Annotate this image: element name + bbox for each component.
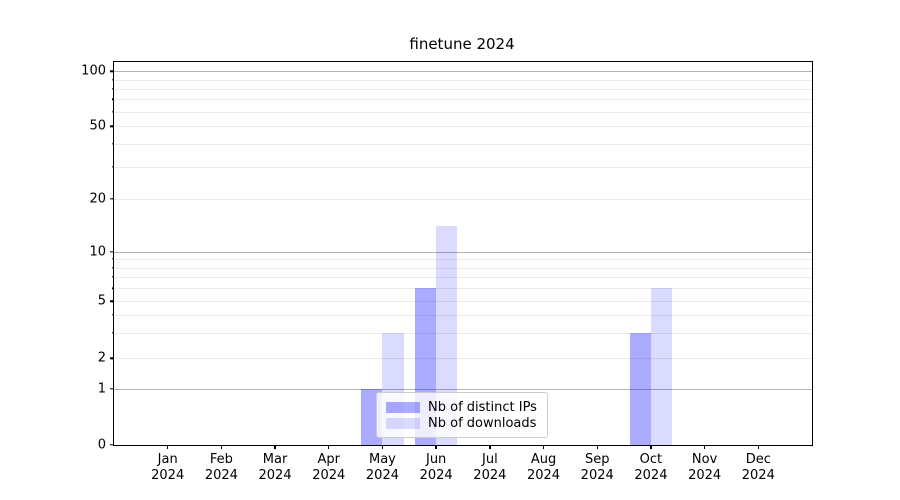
y-gridline-minor (114, 259, 812, 261)
y-tick-minor (111, 165, 114, 168)
y-gridline-minor (114, 358, 812, 360)
x-tick (757, 445, 759, 449)
x-tick-label: Mar 2024 (258, 452, 292, 483)
x-tick-label: May 2024 (365, 452, 399, 483)
y-gridline-minor (114, 332, 812, 334)
x-tick (489, 445, 491, 449)
x-tick (381, 445, 384, 449)
x-tick-label: Jun 2024 (419, 452, 453, 483)
x-tick-label: Nov 2024 (688, 452, 722, 483)
y-gridline-minor (114, 111, 812, 113)
y-gridline-major (114, 388, 812, 390)
x-tick-label: Aug 2024 (526, 452, 561, 483)
y-gridline-minor (114, 277, 812, 279)
y-tick-minor (111, 276, 114, 278)
x-tick (274, 445, 276, 449)
y-gridline-major (114, 251, 812, 253)
chart-title: finetune 2024 (409, 35, 515, 53)
x-tick (650, 445, 652, 449)
y-tick-label: 10 (89, 244, 106, 259)
legend-swatch (386, 401, 420, 413)
x-tick (703, 445, 706, 449)
y-gridline-minor (114, 301, 812, 303)
y-tick-label: 100 (81, 63, 106, 79)
y-tick-minor (111, 143, 114, 145)
y-tick-label: 1 (97, 381, 106, 397)
y-tick (110, 444, 114, 446)
y-tick-minor (111, 332, 114, 334)
x-tick-label: Feb 2024 (204, 452, 238, 483)
x-tick (328, 445, 330, 449)
y-tick-label: 50 (89, 118, 106, 134)
y-tick-label: 2 (97, 350, 106, 366)
x-tick (542, 445, 545, 449)
y-tick (110, 300, 114, 302)
x-tick-label: Sep 2024 (580, 452, 614, 483)
bar-nb-of-downloads-jun (436, 225, 458, 445)
y-tick (110, 70, 114, 72)
x-tick (220, 445, 223, 449)
x-tick-label: Oct 2024 (634, 452, 668, 483)
y-tick-label: 20 (89, 191, 106, 207)
x-tick (596, 445, 598, 449)
y-gridline-minor (114, 198, 812, 200)
y-gridline-minor (114, 267, 812, 269)
x-tick-label: Dec 2024 (741, 452, 775, 483)
y-tick-minor (111, 266, 114, 269)
y-tick-label: 0 (97, 437, 106, 453)
x-tick (166, 445, 169, 449)
x-tick (435, 445, 437, 449)
legend-swatch (386, 417, 420, 429)
y-tick-minor (111, 314, 114, 316)
legend-row: Nb of distinct IPs (386, 399, 538, 415)
legend: Nb of distinct IPs Nb of downloads (376, 392, 548, 438)
y-tick (110, 198, 114, 200)
y-gridline-major (114, 71, 812, 73)
y-gridline-minor (114, 88, 812, 90)
y-tick-minor (111, 88, 114, 90)
plot-area: 100 50 20 10 5 2 1 0 Jan 2024 Feb 2024 Mar 2024 Apr… (81, 61, 813, 483)
y-tick-minor (111, 78, 114, 81)
y-tick (110, 125, 114, 127)
y-gridline-minor (114, 143, 812, 145)
y-tick-label: 5 (97, 293, 106, 309)
bar-nb-of-downloads-oct (650, 288, 673, 445)
y-gridline-minor (114, 315, 812, 317)
y-gridline-minor (114, 288, 812, 290)
x-tick-label: Apr 2024 (312, 452, 346, 483)
y-tick-minor (111, 111, 114, 113)
y-tick-minor (111, 287, 114, 289)
y-gridline-minor (114, 126, 812, 128)
y-tick-minor (111, 98, 114, 101)
y-gridline-minor (114, 166, 812, 168)
legend-label: Nb of distinct IPs (428, 399, 537, 415)
y-tick (110, 250, 114, 253)
legend-label: Nb of downloads (428, 415, 537, 431)
legend-row: Nb of downloads (386, 415, 538, 431)
bar-nb-of-distinct-ips-oct (629, 332, 651, 445)
x-tick-label: Jan 2024 (151, 452, 185, 483)
y-gridline-minor (114, 99, 812, 101)
y-tick (110, 388, 114, 390)
y-gridline-minor (114, 79, 812, 81)
x-tick-label: Jul 2024 (473, 452, 507, 483)
y-tick (110, 357, 114, 359)
y-tick-minor (111, 258, 114, 260)
